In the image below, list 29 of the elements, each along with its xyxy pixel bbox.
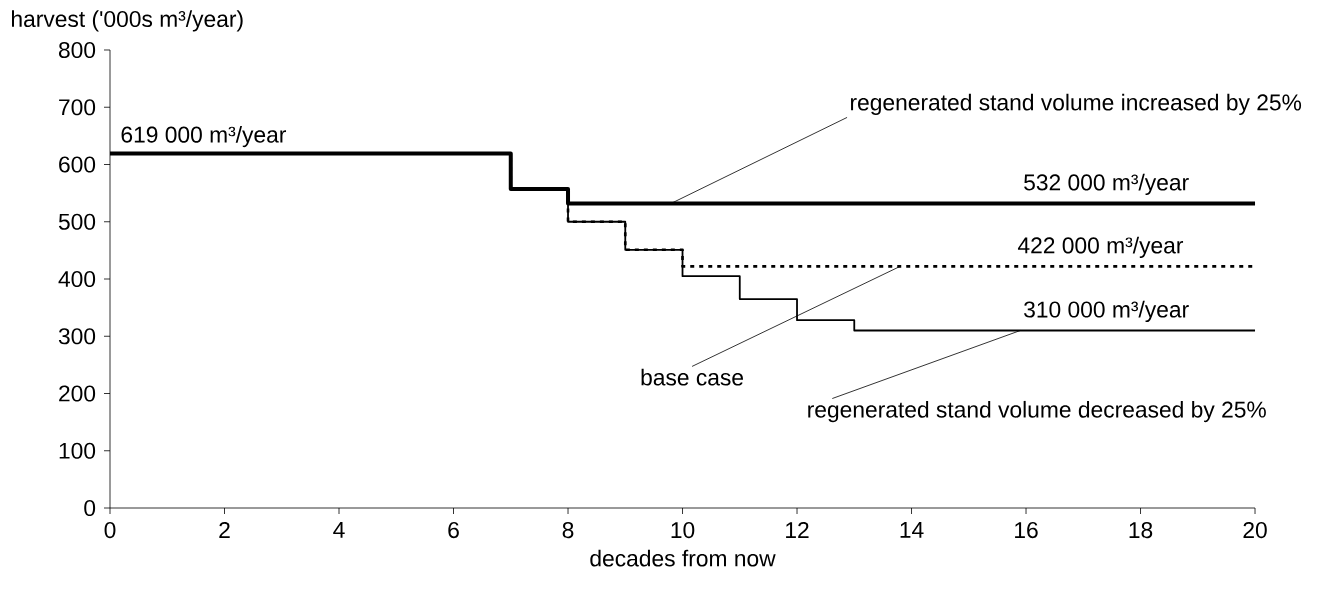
y-tick-label: 400: [58, 270, 96, 288]
x-tick-label: 8: [562, 521, 574, 539]
x-tick-label: 16: [1015, 521, 1038, 539]
x-tick-label: 10: [671, 521, 695, 539]
y-tick-label: 200: [59, 385, 96, 402]
annotation: 310 000 m³/year: [1024, 300, 1189, 323]
annotation: regenerated stand volume decreased by 25%: [808, 400, 1266, 423]
x-tick-label: 0: [104, 521, 116, 539]
x-tick-label: 12: [786, 521, 809, 538]
annotation: 422 000 m³/year: [1017, 236, 1184, 258]
y-tick-label: 100: [59, 442, 96, 459]
x-tick-label: 2: [219, 521, 230, 538]
x-axis-title: decades from now: [590, 549, 776, 567]
x-tick-label: 20: [1243, 521, 1267, 539]
y-tick-label: 300: [58, 328, 96, 345]
y-tick-label: 0: [84, 499, 96, 517]
annotation: base case: [641, 368, 744, 386]
annotation: regenerated stand volume increased by 25%: [850, 93, 1302, 116]
y-tick-label: 800: [58, 41, 96, 59]
y-tick-label: 600: [59, 156, 96, 173]
y-tick-label: 700: [59, 99, 96, 116]
annotation: 532 000 m³/year: [1024, 173, 1189, 196]
x-tick-label: 18: [1129, 521, 1153, 539]
y-axis-title: harvest ('000s m³/year): [12, 10, 243, 32]
x-tick-label: 6: [448, 521, 459, 539]
x-tick-label: 14: [900, 522, 924, 538]
y-tick-label: 500: [58, 213, 96, 230]
annotation: 619 000 m³/year: [121, 125, 287, 148]
x-tick-label: 4: [333, 522, 345, 538]
